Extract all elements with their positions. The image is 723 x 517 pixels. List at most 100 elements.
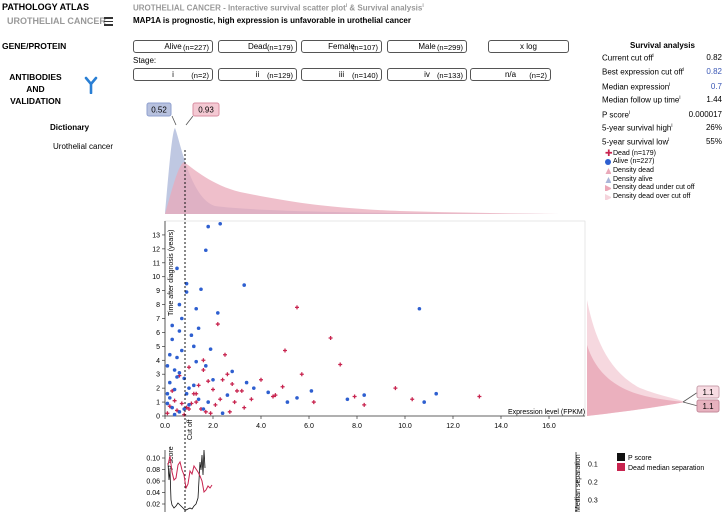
dead-point[interactable] (362, 402, 367, 407)
alive-point[interactable] (192, 344, 196, 349)
alive-point[interactable] (184, 281, 189, 286)
alive-point[interactable] (295, 396, 299, 400)
alive-point[interactable] (208, 347, 213, 351)
alive-point[interactable] (285, 400, 290, 404)
alive-point[interactable] (170, 337, 174, 342)
dead-point[interactable] (206, 379, 211, 384)
alive-point[interactable] (177, 410, 182, 414)
alive-point[interactable] (175, 355, 179, 360)
dead-point[interactable] (227, 409, 232, 414)
dead-point[interactable] (410, 397, 415, 402)
alive-point[interactable] (184, 391, 189, 396)
dead-point[interactable] (328, 336, 333, 340)
dead-point[interactable] (194, 400, 199, 405)
dead-point[interactable] (273, 393, 278, 398)
dead-point[interactable] (242, 405, 247, 410)
alive-point[interactable] (184, 290, 189, 294)
stage-iii-button[interactable]: iii (n=140) (301, 68, 382, 81)
alive-point[interactable] (177, 302, 182, 307)
dead-point[interactable] (182, 412, 187, 417)
alive-point[interactable] (165, 401, 170, 406)
dead-point[interactable] (280, 384, 285, 389)
dead-point[interactable] (235, 388, 239, 393)
alive-point[interactable] (362, 393, 367, 397)
dead-point[interactable] (232, 400, 237, 405)
dead-point[interactable] (259, 377, 263, 382)
alive-point[interactable] (216, 311, 220, 315)
alive-point[interactable] (168, 396, 172, 400)
gene-protein-link[interactable]: GENE/PROTEIN (2, 41, 67, 51)
dead-point[interactable] (223, 352, 227, 357)
alive-point[interactable] (345, 397, 350, 402)
dead-point[interactable] (239, 388, 244, 393)
dead-point[interactable] (165, 411, 170, 416)
stage-ii-button[interactable]: ii (n=129) (218, 68, 297, 81)
alive-point[interactable] (170, 405, 174, 410)
alive-point[interactable] (165, 364, 170, 368)
dead-point[interactable] (194, 391, 199, 396)
dead-point[interactable] (187, 407, 191, 412)
dead-point[interactable] (393, 386, 398, 391)
dead-point[interactable] (179, 401, 184, 406)
dead-point[interactable] (213, 402, 218, 407)
alive-point[interactable] (177, 329, 182, 333)
alive-point[interactable] (172, 368, 177, 372)
alive-point[interactable] (220, 411, 225, 416)
alive-point[interactable] (204, 364, 208, 368)
stage-iv-button[interactable]: iv (n=133) (387, 68, 467, 81)
filter-male-button[interactable]: Male (n=299) (387, 40, 467, 53)
alive-point[interactable] (172, 387, 177, 392)
dead-point[interactable] (196, 383, 201, 388)
alive-point[interactable] (201, 407, 206, 411)
alive-point[interactable] (225, 393, 230, 397)
scatter-plot-area[interactable] (164, 220, 586, 417)
dead-point[interactable] (295, 305, 299, 310)
filter-alive-button[interactable]: Alive (n=227) (133, 40, 213, 53)
section-title[interactable]: UROTHELIAL CANCER (7, 16, 106, 26)
alive-point[interactable] (168, 380, 172, 385)
dead-point[interactable] (338, 362, 343, 367)
dead-point[interactable] (215, 322, 220, 327)
alive-point[interactable] (194, 306, 198, 311)
dead-point[interactable] (220, 377, 225, 382)
dead-point[interactable] (208, 411, 213, 416)
alive-point[interactable] (266, 390, 271, 395)
x-log-button[interactable]: x log (488, 40, 569, 53)
alive-point[interactable] (196, 326, 201, 331)
dead-point[interactable] (225, 372, 230, 377)
alive-point[interactable] (180, 348, 184, 353)
alive-point[interactable] (180, 316, 184, 321)
alive-point[interactable] (204, 248, 208, 253)
alive-point[interactable] (242, 283, 246, 287)
alive-point[interactable] (192, 383, 196, 388)
alive-point[interactable] (309, 389, 314, 393)
alive-point[interactable] (187, 386, 191, 390)
alive-point[interactable] (170, 323, 174, 328)
alive-point[interactable] (196, 397, 201, 402)
alive-point[interactable] (252, 386, 256, 390)
dead-point[interactable] (230, 381, 235, 386)
alive-point[interactable] (194, 359, 198, 364)
dead-point[interactable] (249, 397, 254, 402)
dead-point[interactable] (218, 397, 223, 402)
brand-title[interactable]: PATHOLOGY ATLAS (2, 2, 89, 12)
alive-point[interactable] (175, 266, 179, 271)
alive-point[interactable] (189, 333, 194, 338)
dead-point[interactable] (201, 358, 206, 363)
alive-point[interactable] (175, 375, 179, 379)
alive-point[interactable] (211, 377, 215, 382)
dead-point[interactable] (201, 368, 206, 373)
stage-i-button[interactable]: i (n=2) (133, 68, 213, 81)
antibodies-link[interactable]: ANTIBODIES AND VALIDATION (9, 72, 62, 106)
dead-point[interactable] (271, 394, 275, 399)
dead-point[interactable] (283, 348, 287, 353)
alive-point[interactable] (165, 391, 170, 396)
alive-point[interactable] (206, 400, 210, 404)
dead-point[interactable] (203, 409, 208, 414)
menu-icon[interactable] (104, 17, 113, 26)
alive-point[interactable] (244, 380, 249, 385)
dead-point[interactable] (477, 394, 482, 399)
dead-point[interactable] (172, 398, 177, 403)
alive-point[interactable] (218, 221, 222, 226)
dead-point[interactable] (352, 394, 357, 399)
